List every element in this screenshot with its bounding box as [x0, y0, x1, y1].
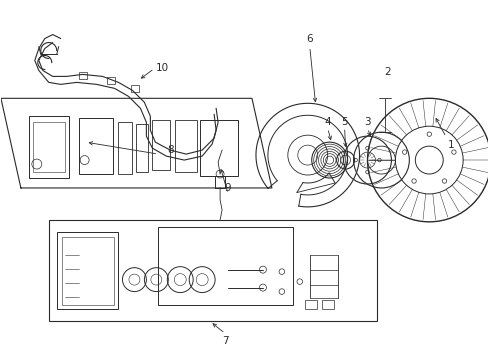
Bar — [57, 232, 118, 310]
Text: 1: 1 — [447, 140, 453, 150]
Bar — [33, 122, 64, 172]
Bar — [131, 85, 139, 92]
Text: 10: 10 — [156, 63, 168, 73]
Bar — [136, 124, 148, 172]
Bar — [200, 120, 238, 176]
Bar — [49, 220, 377, 321]
Text: 5: 5 — [341, 117, 347, 127]
Bar — [79, 72, 86, 79]
Bar — [175, 120, 197, 172]
Bar — [106, 77, 114, 84]
Bar — [304, 300, 316, 310]
Bar — [215, 176, 224, 188]
Text: 7: 7 — [222, 336, 228, 346]
Bar — [79, 118, 112, 174]
Text: 4: 4 — [324, 117, 330, 127]
Text: 8: 8 — [166, 145, 173, 155]
Bar — [61, 237, 113, 305]
Bar — [158, 227, 292, 305]
Text: 3: 3 — [364, 117, 370, 127]
Text: 2: 2 — [384, 67, 390, 77]
Bar — [321, 300, 333, 310]
Text: 9: 9 — [224, 183, 231, 193]
Bar — [118, 122, 132, 174]
Bar — [152, 120, 170, 170]
Bar — [29, 116, 68, 178]
Text: 6: 6 — [306, 33, 312, 44]
